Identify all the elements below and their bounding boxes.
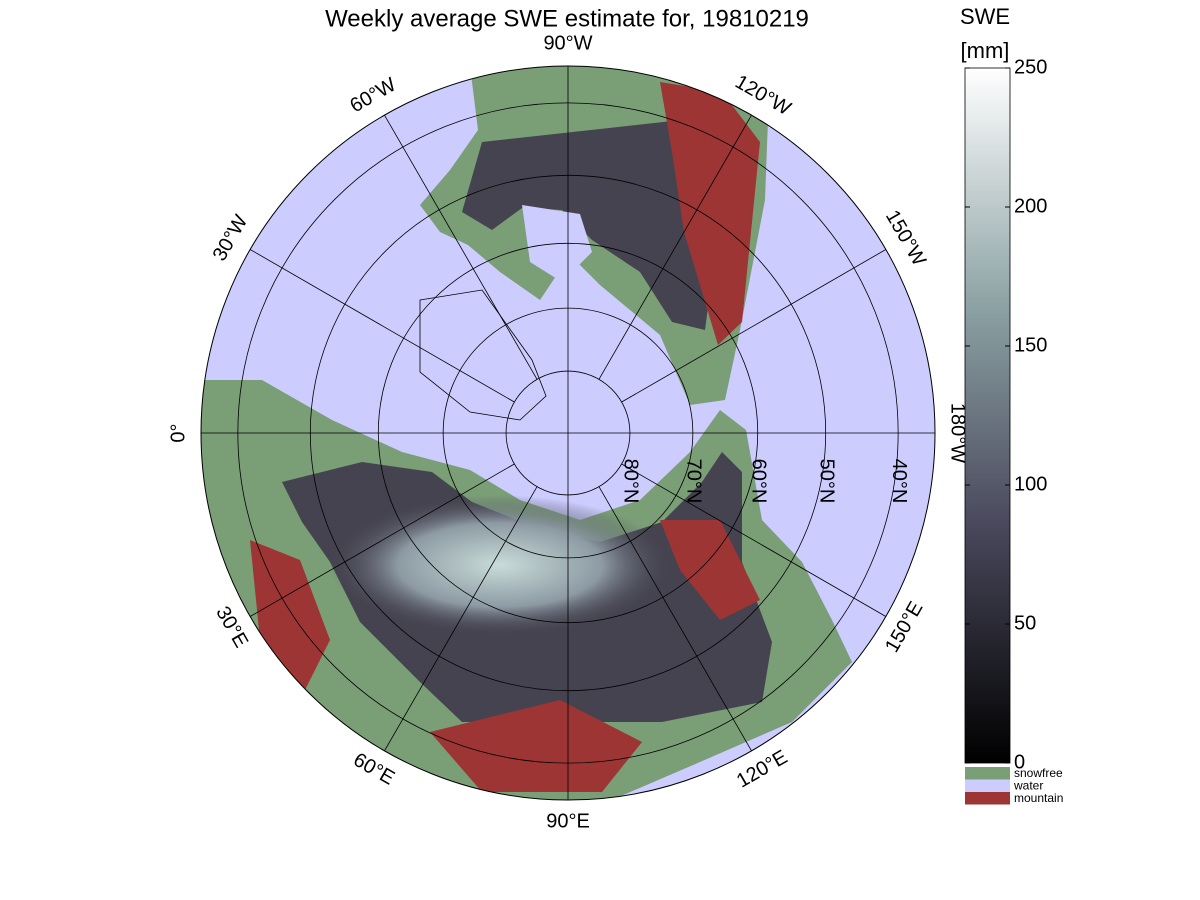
legend-swatch [965, 779, 1010, 792]
parallel-label: 50°N [815, 459, 837, 504]
title: Weekly average SWE estimate for, 1981021… [325, 5, 809, 32]
scandinavia [250, 540, 330, 700]
legend-label: mountain [1014, 791, 1063, 805]
colorbar-tick-label: 200 [1014, 195, 1047, 217]
parallel-label: 70°N [683, 459, 705, 504]
map [201, 66, 935, 800]
legend-swatch [965, 792, 1010, 805]
colorbar-ramp [964, 67, 1011, 764]
meridian-label: 90°E [546, 810, 590, 832]
meridian-label: 90°W [543, 32, 592, 54]
colorbar-tick-label: 50 [1014, 612, 1036, 634]
meridian [384, 486, 538, 752]
meridian-label: 180°W [947, 403, 969, 463]
siberia-mountain [660, 520, 760, 620]
graticule [201, 66, 935, 800]
parallel-label: 60°N [747, 459, 769, 504]
colorbar-title: SWE [960, 4, 1010, 29]
parallel-label: 80°N [620, 459, 642, 504]
deep-snow [330, 495, 670, 635]
map-border [200, 65, 936, 801]
colorbar-tick-label: 250 [1014, 56, 1047, 78]
colorbar-unit: [mm] [961, 38, 1010, 63]
parallel-label: 40°N [888, 459, 910, 504]
meridian [384, 114, 538, 380]
legend-swatch [965, 767, 1010, 780]
meridian [249, 463, 515, 617]
meridian [598, 114, 752, 380]
colorbar-tick-label: 0 [1014, 751, 1025, 773]
meridian [598, 486, 752, 752]
colorbar-tick-label: 100 [1014, 473, 1047, 495]
na-snow [462, 118, 722, 330]
colorbar-tick-label: 150 [1014, 334, 1047, 356]
himalaya [430, 700, 642, 792]
legend-label: water [1013, 779, 1043, 793]
meridian-label: 0° [167, 423, 189, 442]
colorbar: SWE [mm] 0 50 100 150 200 250 snowfreewatermou… [960, 4, 1063, 805]
legend-label: snowfree [1014, 766, 1063, 780]
meridian [621, 463, 887, 617]
meridian [621, 249, 887, 403]
meridian [249, 249, 515, 403]
